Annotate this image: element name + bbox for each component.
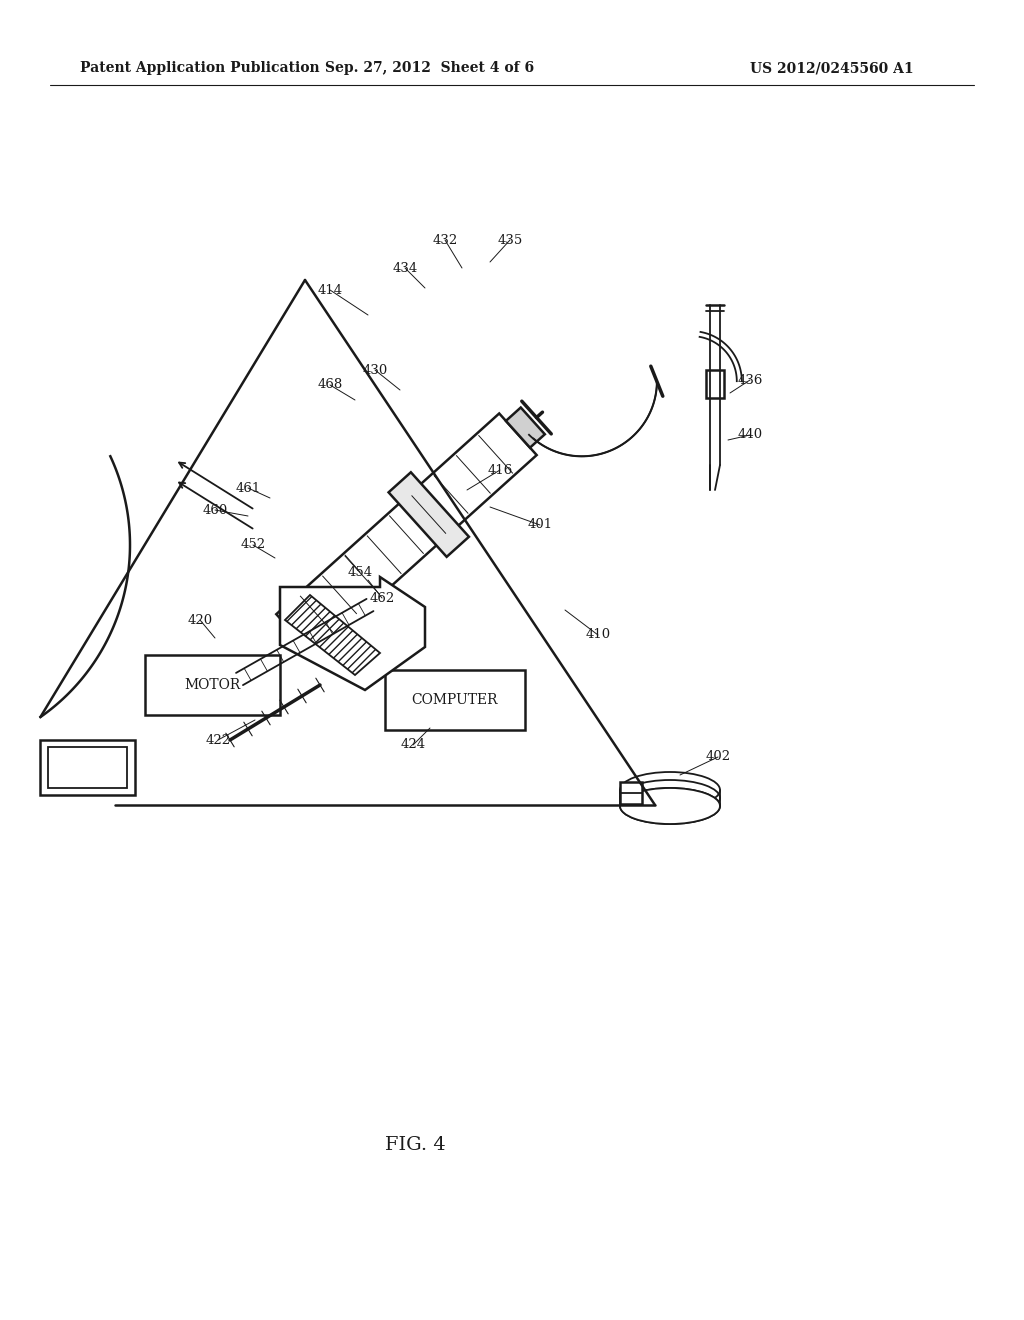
Bar bbox=[385, 671, 525, 730]
Text: 434: 434 bbox=[392, 261, 418, 275]
Polygon shape bbox=[276, 413, 537, 656]
Text: 454: 454 bbox=[347, 565, 373, 578]
Text: 401: 401 bbox=[527, 519, 553, 532]
Text: COMPUTER: COMPUTER bbox=[412, 693, 499, 708]
Bar bbox=[706, 370, 724, 399]
Text: 420: 420 bbox=[187, 614, 213, 627]
Text: 414: 414 bbox=[317, 284, 343, 297]
Bar bbox=[145, 655, 280, 715]
Text: 432: 432 bbox=[432, 234, 458, 247]
Text: Patent Application Publication: Patent Application Publication bbox=[80, 61, 319, 75]
Text: FIG. 4: FIG. 4 bbox=[385, 1137, 445, 1154]
Bar bbox=[40, 741, 135, 795]
Bar bbox=[48, 747, 127, 788]
Text: 416: 416 bbox=[487, 463, 513, 477]
Text: Sep. 27, 2012  Sheet 4 of 6: Sep. 27, 2012 Sheet 4 of 6 bbox=[326, 61, 535, 75]
Polygon shape bbox=[280, 577, 425, 690]
Bar bbox=[620, 781, 642, 804]
Text: 436: 436 bbox=[737, 374, 763, 387]
Text: 462: 462 bbox=[370, 591, 394, 605]
Text: US 2012/0245560 A1: US 2012/0245560 A1 bbox=[750, 61, 913, 75]
Text: 410: 410 bbox=[586, 628, 610, 642]
Ellipse shape bbox=[620, 788, 720, 824]
Text: 424: 424 bbox=[400, 738, 426, 751]
Text: 430: 430 bbox=[362, 363, 388, 376]
Text: 440: 440 bbox=[737, 429, 763, 441]
Text: 452: 452 bbox=[241, 539, 265, 552]
Text: 435: 435 bbox=[498, 234, 522, 247]
Text: 460: 460 bbox=[203, 503, 227, 516]
Text: 461: 461 bbox=[236, 482, 261, 495]
Polygon shape bbox=[388, 473, 469, 557]
Text: 422: 422 bbox=[206, 734, 230, 747]
Text: MOTOR: MOTOR bbox=[184, 678, 241, 692]
Text: 468: 468 bbox=[317, 379, 343, 392]
Polygon shape bbox=[285, 595, 380, 675]
Text: 402: 402 bbox=[706, 751, 730, 763]
Polygon shape bbox=[506, 408, 545, 447]
